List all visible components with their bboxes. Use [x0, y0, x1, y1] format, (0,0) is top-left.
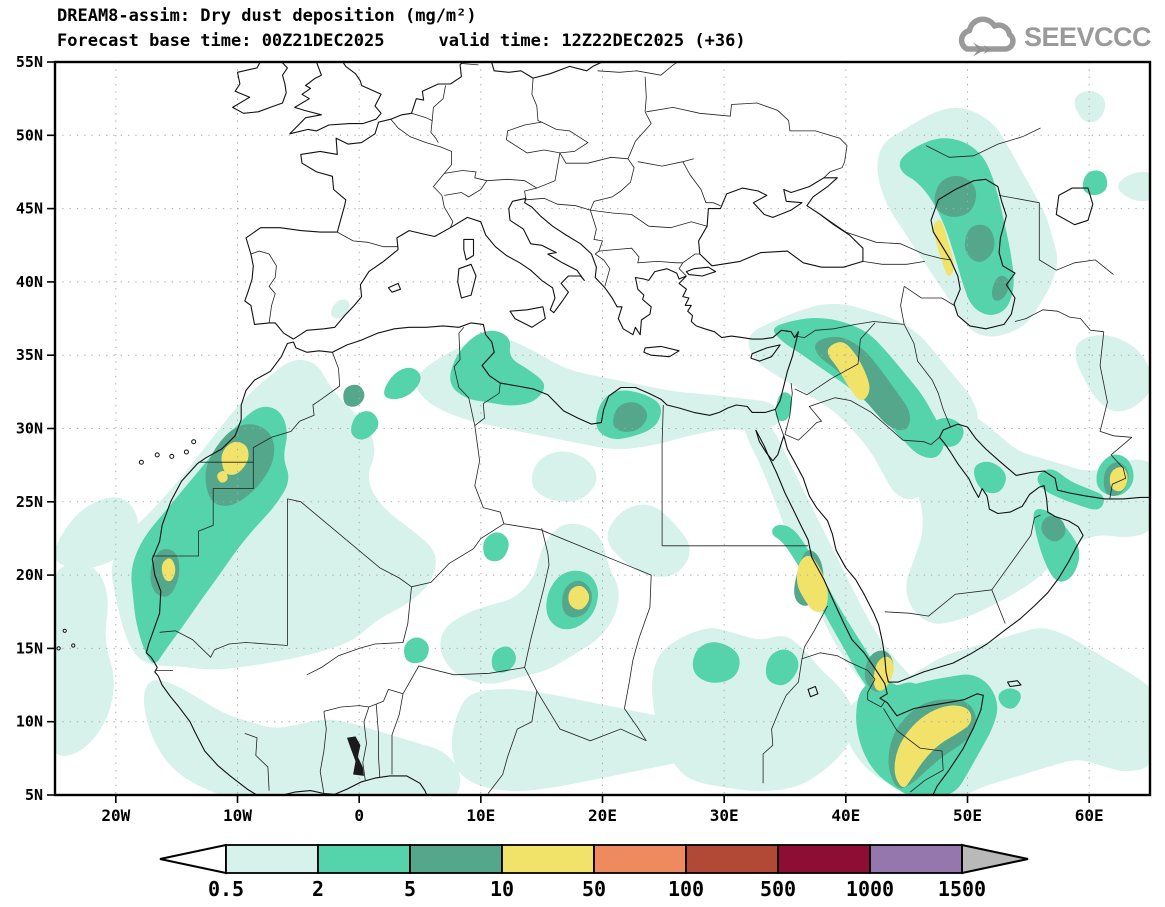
- lon-tick-label: 40E: [831, 806, 860, 825]
- lat-tick-label: 50N: [16, 126, 43, 144]
- lat-tick-label: 15N: [16, 639, 43, 657]
- lat-tick-label: 40N: [16, 273, 43, 291]
- legend-tick-label: 500: [760, 877, 796, 901]
- legend-segment: [777, 844, 871, 874]
- canary-island: [154, 452, 160, 458]
- canary-island: [138, 459, 144, 465]
- canary-island: [169, 453, 175, 459]
- legend-segment: [593, 844, 687, 874]
- map-subtitle: Forecast base time: 00Z21DEC2025 valid ti…: [57, 29, 746, 54]
- legend-tick-label: 50: [582, 877, 606, 901]
- lon-tick-label: 60E: [1075, 806, 1104, 825]
- legend-segment: [409, 844, 503, 874]
- lon-tick-label: 10W: [223, 806, 252, 825]
- forecast-base-time: Forecast base time: 00Z21DEC2025: [57, 31, 385, 51]
- lat-tick-label: 25N: [16, 493, 43, 511]
- legend-segment: [501, 844, 595, 874]
- legend-over-arrow: [961, 843, 1029, 875]
- lon-tick-label: 50E: [953, 806, 982, 825]
- lat-tick-label: 55N: [16, 53, 43, 71]
- axis-ticks: [47, 61, 1090, 803]
- legend-tick-label: 5: [404, 877, 416, 901]
- map-title: DREAM8-assim: Dry dust deposition (mg/m²…: [57, 6, 477, 26]
- cloud-icon: [958, 16, 1016, 57]
- cape-verde-island: [56, 646, 61, 651]
- lat-tick-label: 20N: [16, 566, 43, 584]
- logo-text: SEEVCCC: [1023, 21, 1152, 52]
- dust-deposition-map: 55N 50N 45N 40N 35N 30N 25N 20N 15N 10N 5N 20W 10W 0 1…: [16, 53, 1152, 825]
- map-header: DREAM8-assim: Dry dust deposition (mg/m²…: [57, 4, 746, 54]
- legend-tick-label: 100: [668, 877, 704, 901]
- lon-tick-label: 20E: [588, 806, 617, 825]
- lon-tick-label: 10E: [466, 806, 495, 825]
- lat-tick-label: 30N: [16, 420, 43, 438]
- lat-tick-label: 10N: [16, 713, 43, 731]
- canary-island: [191, 439, 197, 445]
- lon-tick-label: 20W: [101, 806, 130, 825]
- lon-tick-label: 0: [354, 806, 364, 825]
- lat-tick-label: 45N: [16, 200, 43, 218]
- legend-tick-label: 0.5: [208, 877, 244, 901]
- legend-segment: [225, 844, 319, 874]
- legend-segment: [685, 844, 779, 874]
- lon-tick-label: 30E: [710, 806, 739, 825]
- cape-verde-island: [62, 628, 67, 633]
- legend-tick-label: 1000: [846, 877, 894, 901]
- legend-tick-label: 1500: [938, 877, 986, 901]
- graticule: [55, 62, 1150, 795]
- canary-island: [183, 449, 189, 455]
- lake-volta: [347, 736, 364, 776]
- coastlines: [145, 62, 1150, 795]
- legend-tick-label: 2: [312, 877, 324, 901]
- legend-tick-label: 10: [490, 877, 514, 901]
- valid-time: valid time: 12Z22DEC2025 (+36): [438, 31, 746, 51]
- lat-tick-label: 5N: [25, 786, 43, 804]
- lat-tick-label: 35N: [16, 346, 43, 364]
- color-scale-legend: 0.5 2 5 10 50 100 500 1000 1500: [159, 843, 1029, 901]
- cape-verde-island: [71, 643, 76, 648]
- map-canvas: [55, 62, 1150, 795]
- legend-segment: [869, 844, 963, 874]
- seevccc-logo: SEEVCCC: [954, 15, 1152, 59]
- legend-under-arrow: [159, 843, 227, 875]
- legend-segment: [317, 844, 411, 874]
- dust-level-10-50: [161, 220, 1128, 788]
